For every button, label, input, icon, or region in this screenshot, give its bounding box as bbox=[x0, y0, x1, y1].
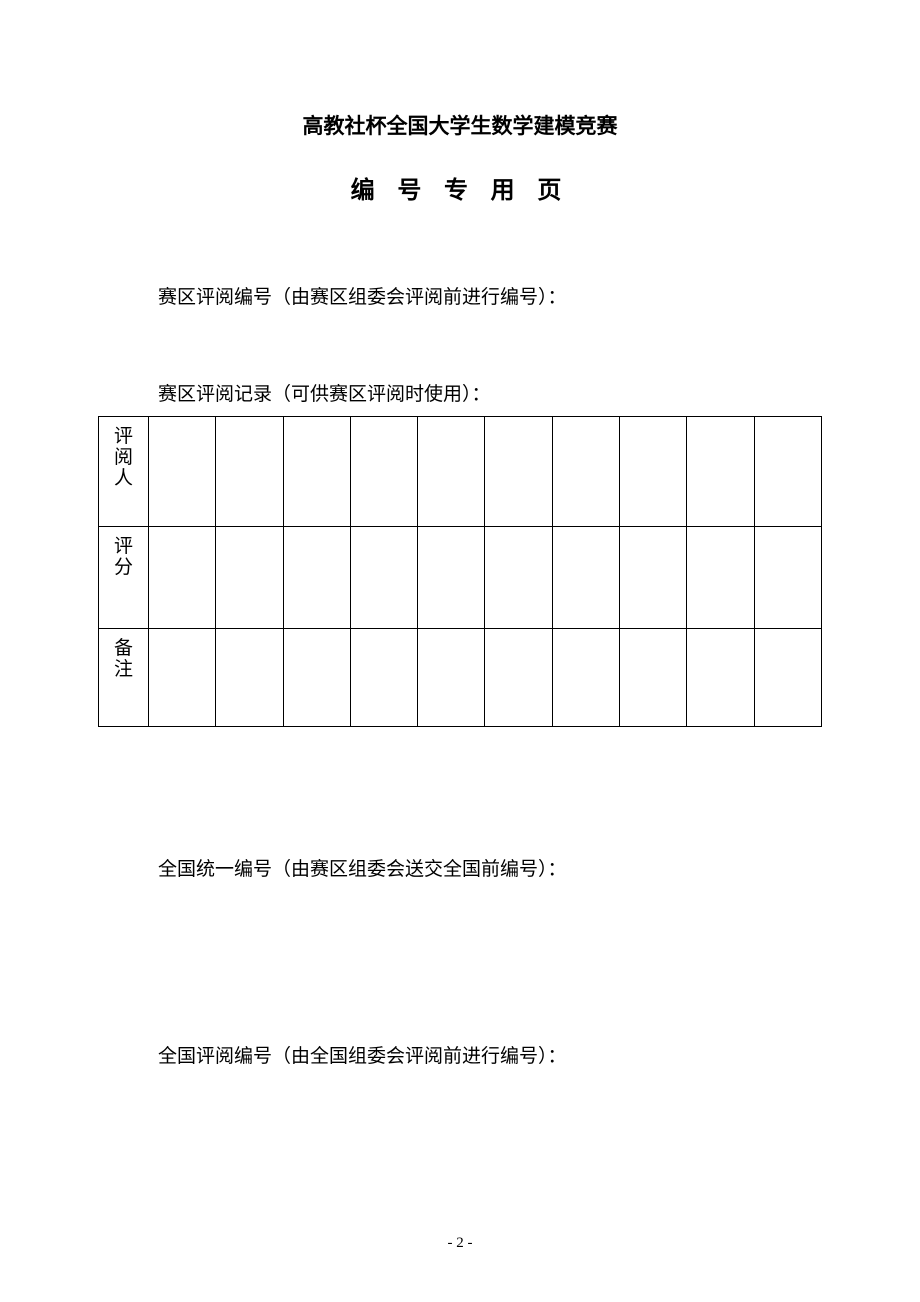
table-cell bbox=[687, 417, 754, 527]
table-row: 备 注 bbox=[99, 629, 822, 727]
table-cell bbox=[283, 417, 350, 527]
table-cell bbox=[485, 417, 552, 527]
table-cell bbox=[350, 629, 417, 727]
national-number-line: 全国统一编号（由赛区组委会送交全国前编号）： bbox=[98, 857, 822, 884]
table-cell bbox=[485, 527, 552, 629]
label-char: 评 bbox=[103, 537, 144, 558]
table-cell bbox=[216, 527, 283, 629]
table-cell bbox=[216, 629, 283, 727]
table-cell bbox=[754, 417, 821, 527]
table-cell bbox=[754, 629, 821, 727]
table-cell bbox=[216, 417, 283, 527]
document-subtitle: 编 号 专 用 页 bbox=[98, 170, 822, 205]
table-cell bbox=[350, 527, 417, 629]
table-cell bbox=[552, 527, 619, 629]
label-char: 人 bbox=[103, 469, 144, 490]
table-cell bbox=[552, 629, 619, 727]
table-cell bbox=[283, 629, 350, 727]
table-cell bbox=[485, 629, 552, 727]
table-cell bbox=[418, 527, 485, 629]
document-title: 高教社杯全国大学生数学建模竞赛 bbox=[98, 110, 822, 140]
regional-number-line: 赛区评阅编号（由赛区组委会评阅前进行编号）： bbox=[98, 285, 822, 312]
table-cell bbox=[418, 417, 485, 527]
table-cell bbox=[418, 629, 485, 727]
table-cell bbox=[283, 527, 350, 629]
label-char: 阅 bbox=[103, 448, 144, 469]
page-number: - 2 - bbox=[0, 1235, 920, 1252]
national-review-line: 全国评阅编号（由全国组委会评阅前进行编号）： bbox=[98, 1044, 822, 1071]
row-label-note: 备 注 bbox=[99, 629, 149, 727]
table-row: 评 分 bbox=[99, 527, 822, 629]
table-cell bbox=[687, 527, 754, 629]
table-cell bbox=[620, 527, 687, 629]
table-cell bbox=[552, 417, 619, 527]
table-cell bbox=[149, 629, 216, 727]
table-cell bbox=[149, 527, 216, 629]
row-label-score: 评 分 bbox=[99, 527, 149, 629]
table-cell bbox=[687, 629, 754, 727]
table-cell bbox=[350, 417, 417, 527]
label-char: 评 bbox=[103, 427, 144, 448]
label-char: 注 bbox=[103, 660, 144, 681]
table-cell bbox=[620, 417, 687, 527]
table-cell bbox=[149, 417, 216, 527]
table-cell bbox=[620, 629, 687, 727]
spacer bbox=[98, 727, 822, 857]
label-char: 备 bbox=[103, 639, 144, 660]
review-table: 评 阅 人 评 分 bbox=[98, 416, 822, 727]
row-label-reviewer: 评 阅 人 bbox=[99, 417, 149, 527]
regional-record-line: 赛区评阅记录（可供赛区评阅时使用）： bbox=[98, 382, 822, 409]
table-row: 评 阅 人 bbox=[99, 417, 822, 527]
table-cell bbox=[754, 527, 821, 629]
page: 高教社杯全国大学生数学建模竞赛 编 号 专 用 页 赛区评阅编号（由赛区组委会评… bbox=[0, 0, 920, 1070]
label-char: 分 bbox=[103, 558, 144, 579]
